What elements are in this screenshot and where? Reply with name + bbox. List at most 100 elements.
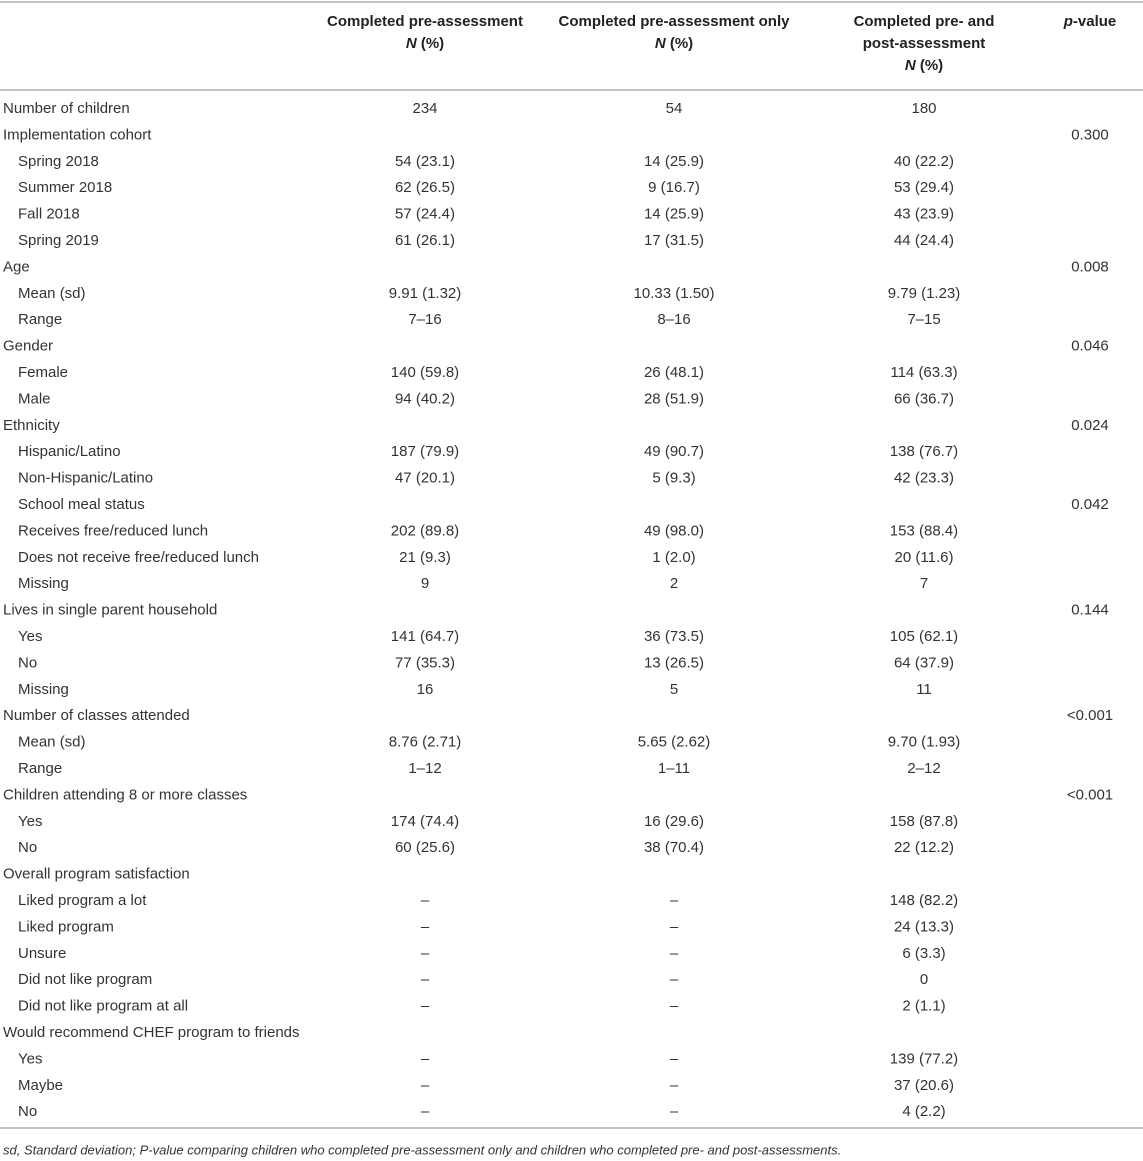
row-label: Children attending 8 or more classes bbox=[3, 786, 247, 803]
cell: – bbox=[421, 1103, 430, 1120]
cell: 0.042 bbox=[1071, 496, 1109, 513]
cell: 10.33 (1.50) bbox=[634, 285, 715, 302]
cell: 6 (3.3) bbox=[902, 945, 945, 962]
cell: 5 bbox=[670, 681, 678, 698]
cell: – bbox=[670, 918, 679, 935]
row-label: Range bbox=[18, 311, 62, 328]
cell: 2–12 bbox=[907, 760, 940, 777]
cell: 57 (24.4) bbox=[395, 206, 455, 223]
row-label: Did not like program bbox=[18, 971, 152, 988]
cell: – bbox=[421, 892, 430, 909]
cell: 49 (98.0) bbox=[644, 522, 704, 539]
row-label: Unsure bbox=[18, 945, 66, 962]
unit-part: N bbox=[905, 57, 917, 74]
column-header: Completed pre-assessment bbox=[327, 13, 523, 30]
cell: 13 (26.5) bbox=[644, 654, 704, 671]
cell: – bbox=[670, 1103, 679, 1120]
cell: 9 bbox=[421, 575, 429, 592]
row-label: Liked program a lot bbox=[18, 892, 147, 909]
cell: 1–11 bbox=[658, 760, 690, 777]
cell: 37 (20.6) bbox=[894, 1077, 954, 1094]
cell: 66 (36.7) bbox=[894, 390, 954, 407]
cell: 54 bbox=[666, 100, 683, 117]
cell: 9.79 (1.23) bbox=[888, 285, 961, 302]
cell: 49 (90.7) bbox=[644, 443, 704, 460]
cell: 0.024 bbox=[1071, 417, 1109, 434]
row-label: Fall 2018 bbox=[18, 206, 80, 223]
cell: – bbox=[421, 918, 430, 935]
cell: 26 (48.1) bbox=[644, 364, 704, 381]
cell: 94 (40.2) bbox=[395, 390, 455, 407]
cell: 62 (26.5) bbox=[395, 179, 455, 196]
row-label: Yes bbox=[18, 1050, 42, 1067]
cell: 9 (16.7) bbox=[648, 179, 700, 196]
row-label: Age bbox=[3, 258, 30, 275]
cell: 77 (35.3) bbox=[395, 654, 455, 671]
cell: 43 (23.9) bbox=[894, 206, 954, 223]
cell: 1 (2.0) bbox=[652, 549, 695, 566]
row-label: Yes bbox=[18, 628, 42, 645]
cell: 234 bbox=[412, 100, 437, 117]
row-label: Spring 2018 bbox=[18, 153, 99, 170]
row-label: Number of children bbox=[3, 100, 130, 117]
row-label: Range bbox=[18, 760, 62, 777]
cell: 42 (23.3) bbox=[894, 470, 954, 487]
row-label: Would recommend CHEF program to friends bbox=[3, 1024, 300, 1041]
cell: 114 (63.3) bbox=[890, 364, 957, 381]
cell: 0.008 bbox=[1071, 258, 1109, 275]
column-unit: N (%) bbox=[406, 35, 444, 52]
cell: 44 (24.4) bbox=[894, 232, 954, 249]
cell: 2 bbox=[670, 575, 678, 592]
cell: 140 (59.8) bbox=[391, 364, 459, 381]
cell: 36 (73.5) bbox=[644, 628, 704, 645]
row-label: Yes bbox=[18, 813, 42, 830]
row-label: Does not receive free/reduced lunch bbox=[18, 549, 259, 566]
cell: <0.001 bbox=[1067, 707, 1113, 724]
row-label: Number of classes attended bbox=[3, 707, 190, 724]
cell: 141 (64.7) bbox=[391, 628, 459, 645]
row-label: Implementation cohort bbox=[3, 126, 152, 143]
unit-part: N bbox=[406, 35, 418, 52]
cell: 7–16 bbox=[408, 311, 441, 328]
cell: 14 (25.9) bbox=[644, 206, 704, 223]
cell: – bbox=[421, 1077, 430, 1094]
cell: 105 (62.1) bbox=[890, 628, 958, 645]
cell: 0.046 bbox=[1071, 338, 1109, 355]
row-label: Maybe bbox=[18, 1077, 63, 1094]
cell: 53 (29.4) bbox=[894, 179, 954, 196]
cell: 64 (37.9) bbox=[894, 654, 954, 671]
cell: 11 bbox=[916, 681, 932, 698]
row-label: Male bbox=[18, 390, 51, 407]
cell: – bbox=[670, 945, 679, 962]
cell: – bbox=[421, 945, 430, 962]
row-label: No bbox=[18, 839, 37, 856]
cell: 0.300 bbox=[1071, 126, 1109, 143]
row-label: Lives in single parent household bbox=[3, 602, 217, 619]
cell: 174 (74.4) bbox=[391, 813, 459, 830]
cell: – bbox=[421, 998, 430, 1015]
cell: 16 (29.6) bbox=[644, 813, 704, 830]
row-label: Hispanic/Latino bbox=[18, 443, 121, 460]
cell: 54 (23.1) bbox=[395, 153, 455, 170]
footnote: sd, Standard deviation; P-value comparin… bbox=[3, 1142, 841, 1157]
cell: 14 (25.9) bbox=[644, 153, 704, 170]
row-label: Female bbox=[18, 364, 68, 381]
cell: <0.001 bbox=[1067, 786, 1113, 803]
column-unit: N (%) bbox=[905, 57, 943, 74]
row-label: Ethnicity bbox=[3, 417, 60, 434]
row-label: Mean (sd) bbox=[18, 734, 86, 751]
row-label: Spring 2019 bbox=[18, 232, 99, 249]
row-label: No bbox=[18, 1103, 37, 1120]
cell: 47 (20.1) bbox=[395, 470, 455, 487]
cell: 9.91 (1.32) bbox=[389, 285, 462, 302]
cell: 7–15 bbox=[907, 311, 940, 328]
cell: – bbox=[670, 1077, 679, 1094]
cell: 138 (76.7) bbox=[890, 443, 958, 460]
row-label: No bbox=[18, 654, 37, 671]
row-label: Missing bbox=[18, 681, 69, 698]
cell: 153 (88.4) bbox=[890, 522, 958, 539]
cell: – bbox=[670, 1050, 679, 1067]
cell: – bbox=[670, 998, 679, 1015]
row-label: Did not like program at all bbox=[18, 998, 188, 1015]
